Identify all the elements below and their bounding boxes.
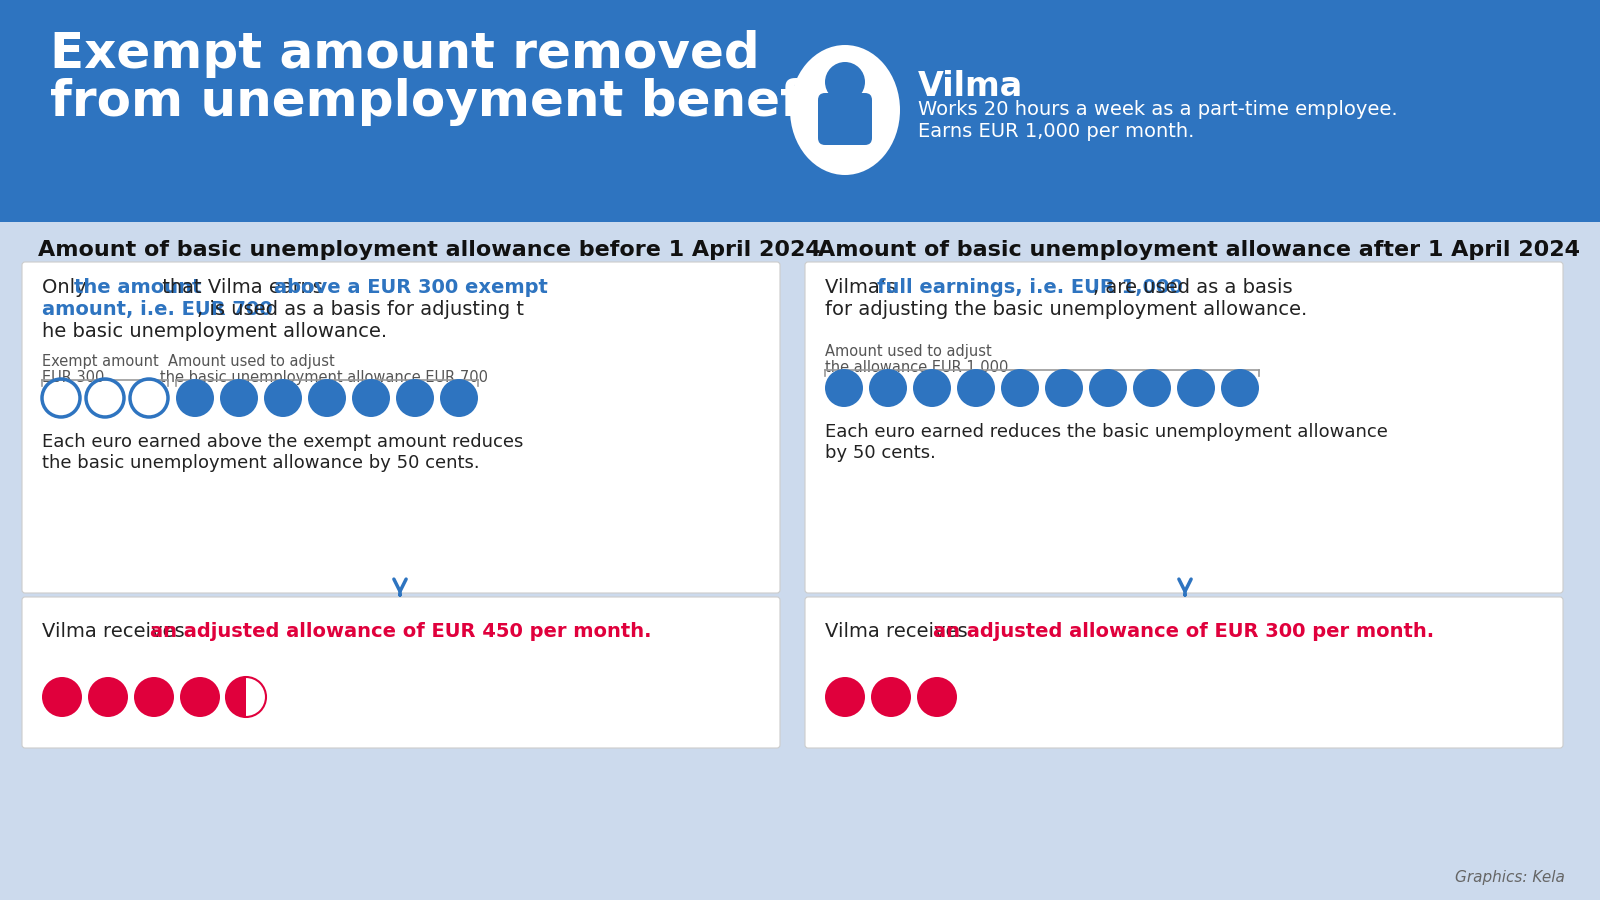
Circle shape <box>870 677 910 717</box>
Text: amount, i.e. EUR 700: amount, i.e. EUR 700 <box>42 300 272 319</box>
Text: Vilma receives: Vilma receives <box>826 622 974 641</box>
Circle shape <box>917 677 957 717</box>
Bar <box>0 222 1600 900</box>
Wedge shape <box>226 677 246 717</box>
Circle shape <box>221 379 258 417</box>
Circle shape <box>1090 369 1126 407</box>
Circle shape <box>42 677 82 717</box>
Text: , are used as a basis: , are used as a basis <box>1093 278 1293 297</box>
Circle shape <box>88 677 128 717</box>
Circle shape <box>826 677 866 717</box>
Text: Vilma’s: Vilma’s <box>826 278 902 297</box>
Circle shape <box>1221 369 1259 407</box>
Text: EUR 300            the basic unemployment allowance EUR 700: EUR 300 the basic unemployment allowance… <box>42 370 488 385</box>
Circle shape <box>826 369 862 407</box>
Text: Earns EUR 1,000 per month.: Earns EUR 1,000 per month. <box>918 122 1194 141</box>
Circle shape <box>264 379 302 417</box>
Text: , is used as a basis for adjusting t: , is used as a basis for adjusting t <box>197 300 525 319</box>
Circle shape <box>914 369 950 407</box>
Circle shape <box>179 677 221 717</box>
Text: the allowance EUR 1,000: the allowance EUR 1,000 <box>826 360 1008 375</box>
FancyBboxPatch shape <box>22 597 781 748</box>
Text: that Vilma earns: that Vilma earns <box>157 278 330 297</box>
Text: full earnings, i.e. EUR 1,000: full earnings, i.e. EUR 1,000 <box>877 278 1182 297</box>
Ellipse shape <box>790 45 899 175</box>
FancyBboxPatch shape <box>818 93 872 145</box>
Text: Only: Only <box>42 278 93 297</box>
Circle shape <box>134 677 174 717</box>
Text: Each euro earned reduces the basic unemployment allowance: Each euro earned reduces the basic unemp… <box>826 423 1387 441</box>
Bar <box>0 0 1600 222</box>
Circle shape <box>869 369 907 407</box>
Text: Exempt amount  Amount used to adjust: Exempt amount Amount used to adjust <box>42 354 334 369</box>
Text: the basic unemployment allowance by 50 cents.: the basic unemployment allowance by 50 c… <box>42 454 480 472</box>
Text: above a EUR 300 exempt: above a EUR 300 exempt <box>274 278 547 297</box>
Text: Works 20 hours a week as a part-time employee.: Works 20 hours a week as a part-time emp… <box>918 100 1398 119</box>
Circle shape <box>1133 369 1171 407</box>
Text: Amount of basic unemployment allowance after 1 April 2024: Amount of basic unemployment allowance a… <box>818 240 1581 260</box>
FancyBboxPatch shape <box>22 262 781 593</box>
Text: Exempt amount removed: Exempt amount removed <box>50 30 760 78</box>
Text: Amount of basic unemployment allowance before 1 April 2024: Amount of basic unemployment allowance b… <box>38 240 821 260</box>
Text: Amount used to adjust: Amount used to adjust <box>826 344 992 359</box>
Text: Each euro earned above the exempt amount reduces: Each euro earned above the exempt amount… <box>42 433 523 451</box>
Text: he basic unemployment allowance.: he basic unemployment allowance. <box>42 322 387 341</box>
Circle shape <box>352 379 390 417</box>
Circle shape <box>826 62 866 102</box>
Text: an adjusted allowance of EUR 450 per month.: an adjusted allowance of EUR 450 per mon… <box>150 622 651 641</box>
Circle shape <box>1178 369 1214 407</box>
Circle shape <box>397 379 434 417</box>
Text: Vilma receives: Vilma receives <box>42 622 190 641</box>
Circle shape <box>957 369 995 407</box>
FancyBboxPatch shape <box>805 262 1563 593</box>
Text: an adjusted allowance of EUR 300 per month.: an adjusted allowance of EUR 300 per mon… <box>933 622 1434 641</box>
Text: for adjusting the basic unemployment allowance.: for adjusting the basic unemployment all… <box>826 300 1307 319</box>
Circle shape <box>1002 369 1038 407</box>
Text: from unemployment benefits: from unemployment benefits <box>50 78 872 126</box>
Text: Vilma: Vilma <box>918 70 1024 103</box>
Text: the amount: the amount <box>74 278 202 297</box>
Circle shape <box>176 379 214 417</box>
Text: Graphics: Kela: Graphics: Kela <box>1454 870 1565 885</box>
Text: by 50 cents.: by 50 cents. <box>826 444 936 462</box>
Circle shape <box>1045 369 1083 407</box>
Circle shape <box>440 379 478 417</box>
FancyBboxPatch shape <box>805 597 1563 748</box>
Circle shape <box>307 379 346 417</box>
